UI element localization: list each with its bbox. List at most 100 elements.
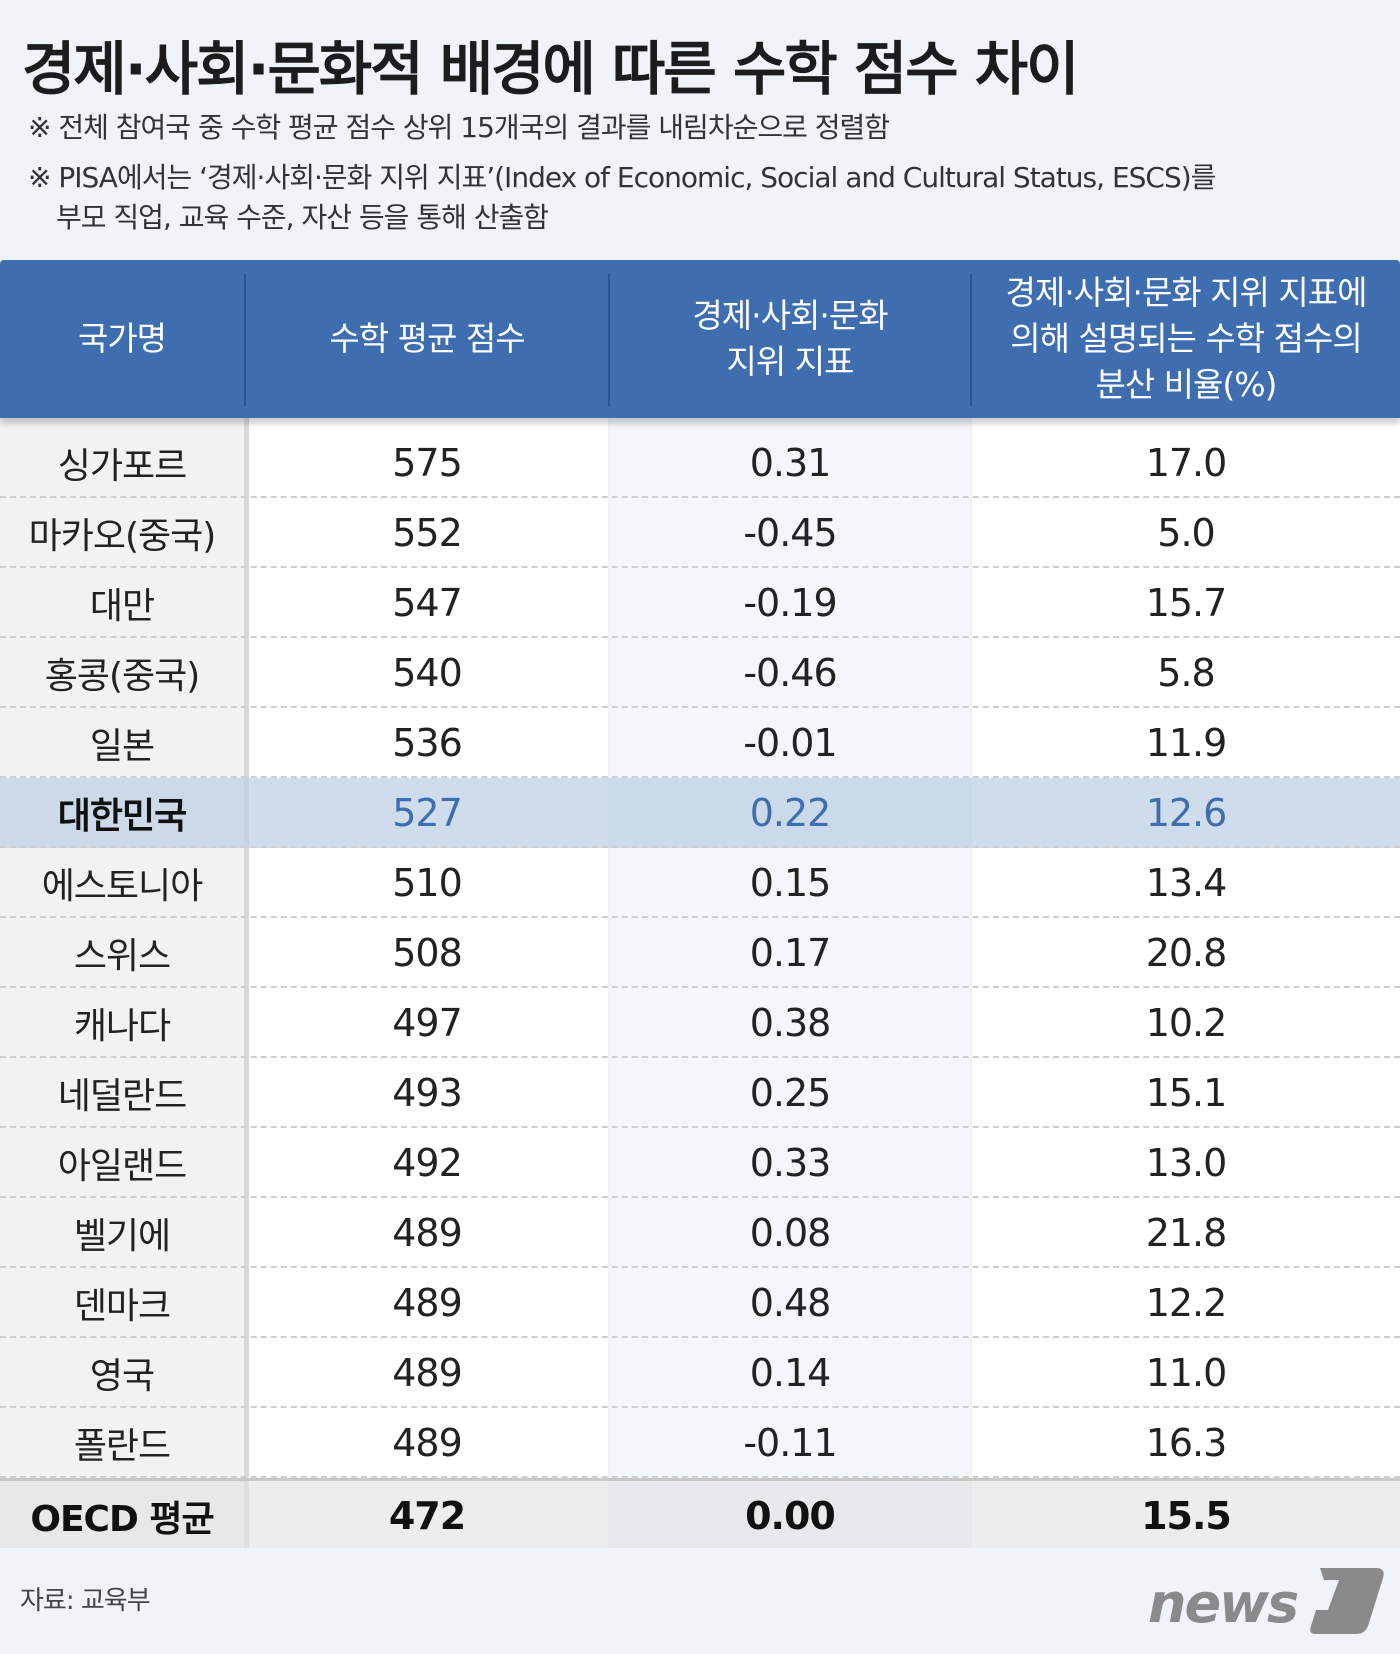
cell-variance: 13.4	[1145, 861, 1228, 905]
cell-country: 대만	[89, 586, 155, 627]
cell-escs: -0.19	[743, 581, 837, 625]
cell-variance: 12.2	[1145, 1281, 1228, 1325]
cell-variance: 12.6	[1145, 791, 1228, 835]
table-row: 에스토니아 510 0.15 13.4	[0, 848, 1400, 918]
cell-math: 489	[392, 1211, 463, 1255]
news1-logo-icon: news	[1148, 1568, 1384, 1635]
cell-escs: 0.31	[749, 441, 832, 485]
svg-text:news: news	[1148, 1572, 1298, 1635]
header-country: 국가명	[77, 319, 167, 358]
table-row-oecd-average: OECD 평균 472 0.00 15.5	[0, 1478, 1400, 1548]
table-header: 국가명 수학 평균 점수 경제·사회·문화 지위 지표 경제·사회·문화 지위 …	[0, 260, 1400, 418]
cell-variance: 11.0	[1145, 1351, 1228, 1395]
data-table: 국가명 수학 평균 점수 경제·사회·문화 지위 지표 경제·사회·문화 지위 …	[0, 260, 1400, 1548]
cell-country: 폴란드	[73, 1426, 171, 1467]
column-bg-escs	[610, 418, 970, 1548]
cell-country: 홍콩(중국)	[44, 656, 201, 697]
header-math-score: 수학 평균 점수	[329, 319, 525, 358]
column-bg-country	[0, 418, 244, 1548]
table-row: 일본 536 -0.01 11.9	[0, 708, 1400, 778]
table-row: 영국 489 0.14 11.0	[0, 1338, 1400, 1408]
table-row: 대만 547 -0.19 15.7	[0, 568, 1400, 638]
cell-variance: 20.8	[1145, 931, 1228, 975]
cell-math: 472	[388, 1494, 466, 1538]
column-divider	[244, 418, 249, 1548]
cell-variance: 10.2	[1145, 1001, 1228, 1045]
cell-escs: -0.11	[743, 1421, 837, 1465]
cell-math: 540	[392, 651, 463, 695]
table-row: 벨기에 489 0.08 21.8	[0, 1198, 1400, 1268]
cell-country: 스위스	[73, 936, 171, 977]
cell-country: 덴마크	[73, 1286, 171, 1327]
table-row: 홍콩(중국) 540 -0.46 5.8	[0, 638, 1400, 708]
cell-escs: 0.25	[749, 1071, 832, 1115]
header-divider	[244, 274, 246, 406]
header-divider	[608, 274, 610, 406]
cell-country: 일본	[89, 726, 155, 767]
cell-escs: -0.46	[743, 651, 837, 695]
header-divider	[970, 274, 972, 406]
page-title: 경제·사회·문화적 배경에 따른 수학 점수 차이	[22, 35, 1080, 103]
cell-math: 510	[392, 861, 463, 905]
cell-escs: 0.14	[749, 1351, 832, 1395]
cell-escs: 0.17	[749, 931, 832, 975]
cell-math: 489	[392, 1281, 463, 1325]
cell-variance: 5.0	[1157, 511, 1215, 555]
cell-escs: 0.15	[749, 861, 832, 905]
cell-math: 536	[392, 721, 463, 765]
header-escs: 경제·사회·문화 지위 지표	[692, 296, 888, 381]
footnote-escs-definition: ※ PISA에서는 ‘경제·사회·문화 지위 지표’(Index of Econ…	[28, 161, 1216, 194]
table-row: 네덜란드 493 0.25 15.1	[0, 1058, 1400, 1128]
table-row: 아일랜드 492 0.33 13.0	[0, 1128, 1400, 1198]
cell-variance: 16.3	[1145, 1421, 1228, 1465]
cell-variance: 5.8	[1157, 651, 1215, 695]
cell-country: OECD 평균	[30, 1499, 214, 1540]
cell-variance: 15.5	[1141, 1494, 1232, 1538]
cell-escs: -0.01	[743, 721, 837, 765]
cell-escs: 0.08	[749, 1211, 832, 1255]
cell-math: 497	[392, 1001, 463, 1045]
cell-variance: 17.0	[1145, 441, 1228, 485]
cell-variance: 21.8	[1145, 1211, 1228, 1255]
table-row: 덴마크 489 0.48 12.2	[0, 1268, 1400, 1338]
cell-escs: 0.38	[749, 1001, 832, 1045]
footnote-ranking: ※ 전체 참여국 중 수학 평균 점수 상위 15개국의 결과를 내림차순으로 …	[28, 111, 890, 144]
cell-country: 네덜란드	[57, 1076, 187, 1117]
table-row: 마카오(중국) 552 -0.45 5.0	[0, 498, 1400, 568]
source-note: 자료: 교육부	[20, 1586, 151, 1616]
cell-math: 547	[392, 581, 463, 625]
cell-math: 527	[392, 791, 463, 835]
cell-country: 에스토니아	[41, 866, 204, 907]
cell-math: 552	[392, 511, 463, 555]
footnote-escs-definition-cont: 부모 직업, 교육 수준, 자산 등을 통해 산출함	[56, 201, 549, 234]
cell-math: 493	[392, 1071, 463, 1115]
table-row: 캐나다 497 0.38 10.2	[0, 988, 1400, 1058]
cell-escs: 0.00	[745, 1494, 836, 1538]
cell-escs: -0.45	[743, 511, 837, 555]
cell-math: 492	[392, 1141, 463, 1185]
header-variance: 경제·사회·문화 지위 지표에 의해 설명되는 수학 점수의 분산 비율(%)	[1005, 273, 1368, 404]
table-row: 싱가포르 575 0.31 17.0	[0, 428, 1400, 498]
news1-logo: news	[1140, 1560, 1390, 1640]
cell-variance: 15.7	[1145, 581, 1228, 625]
cell-escs: 0.22	[749, 791, 832, 835]
cell-math: 489	[392, 1421, 463, 1465]
column-bg-math	[246, 418, 608, 1548]
cell-country: 마카오(중국)	[28, 516, 217, 557]
cell-math: 508	[392, 931, 463, 975]
cell-country: 아일랜드	[57, 1146, 187, 1187]
cell-variance: 11.9	[1145, 721, 1228, 765]
cell-country: 벨기에	[73, 1216, 171, 1257]
table-row: 폴란드 489 -0.11 16.3	[0, 1408, 1400, 1478]
cell-variance: 15.1	[1145, 1071, 1228, 1115]
cell-country: 대한민국	[57, 796, 187, 837]
cell-country: 영국	[89, 1356, 155, 1397]
cell-country: 싱가포르	[57, 446, 187, 487]
cell-math: 575	[392, 441, 463, 485]
cell-math: 489	[392, 1351, 463, 1395]
cell-escs: 0.48	[749, 1281, 832, 1325]
table-row: 대한민국 527 0.22 12.6	[0, 778, 1400, 848]
cell-variance: 13.0	[1145, 1141, 1228, 1185]
column-bg-variance	[972, 418, 1400, 1548]
cell-escs: 0.33	[749, 1141, 832, 1185]
